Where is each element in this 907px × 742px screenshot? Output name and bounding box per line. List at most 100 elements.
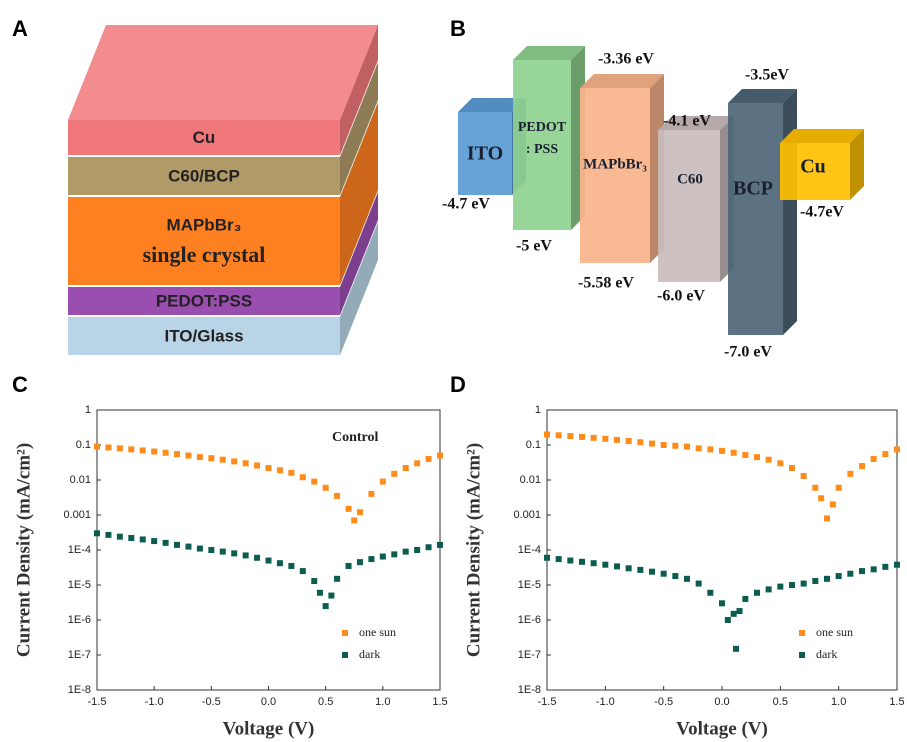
- point: [162, 539, 169, 546]
- box-front: [458, 112, 512, 195]
- point: [299, 474, 306, 481]
- material-label: ITO: [467, 143, 503, 165]
- point: [208, 547, 215, 553]
- point: [812, 578, 819, 585]
- point: [719, 447, 725, 454]
- box-front: [513, 60, 571, 230]
- box-top: [513, 46, 585, 60]
- point: [684, 443, 690, 450]
- point: [894, 446, 900, 453]
- point: [425, 455, 432, 462]
- point: [139, 536, 146, 543]
- x-tick-label: -1.5: [538, 696, 557, 708]
- point: [265, 465, 272, 472]
- x-tick-label: -1.0: [145, 696, 164, 708]
- point: [311, 578, 318, 585]
- x-tick-label: -0.5: [654, 696, 673, 708]
- point: [789, 582, 795, 588]
- point: [789, 465, 795, 472]
- x-tick-label: -1.0: [596, 696, 615, 708]
- plot-frame: [96, 409, 441, 691]
- legend-label: dark: [359, 647, 380, 661]
- point: [637, 439, 644, 446]
- x-axis-label: Voltage (V): [676, 718, 768, 739]
- point: [567, 557, 574, 564]
- y-tick-label: 1: [85, 404, 91, 416]
- point: [847, 470, 854, 477]
- x-tick-label: -0.5: [202, 696, 221, 708]
- point: [882, 451, 889, 458]
- energy-label: -7.0 eV: [724, 344, 772, 361]
- point: [368, 490, 375, 497]
- y-tick-label: 0.1: [76, 439, 91, 451]
- point: [345, 505, 352, 512]
- point: [777, 583, 784, 590]
- point: [276, 560, 283, 567]
- point: [733, 645, 739, 652]
- point: [590, 560, 597, 567]
- y-tick-label: 1E-4: [68, 544, 91, 556]
- legend-label: one sun: [816, 625, 853, 639]
- point: [356, 509, 363, 516]
- layer-label: PEDOT:PSS: [156, 291, 252, 310]
- y-tick-label: 1E-7: [68, 649, 91, 661]
- band-diagram: ITO -4.7 eV PEDOT: PSS -5 eV MAPbBr₃ -3.36 eV…: [442, 46, 864, 361]
- point: [579, 558, 585, 565]
- point: [544, 431, 550, 438]
- point: [425, 544, 432, 551]
- point: [730, 610, 737, 617]
- layer-label: Cu: [193, 128, 216, 147]
- y-tick-label: 1E-5: [518, 579, 541, 591]
- y-tick-label: 1E-8: [68, 684, 91, 696]
- point: [719, 600, 725, 607]
- point: [368, 556, 375, 563]
- y-axis-label: Current Density (mA/cm²): [13, 443, 34, 657]
- layer-front: [68, 317, 340, 355]
- x-tick-label: 1.0: [375, 696, 390, 708]
- point: [812, 484, 819, 491]
- layer-side: [340, 25, 378, 155]
- point: [116, 445, 123, 452]
- point: [219, 548, 226, 555]
- point: [637, 566, 644, 573]
- y-tick-label: 1E-4: [518, 544, 541, 556]
- point: [196, 545, 203, 552]
- energy-label: -4.7 eV: [442, 196, 490, 213]
- point: [94, 530, 100, 537]
- material-label: C60: [677, 171, 703, 187]
- point: [835, 573, 842, 580]
- point: [185, 543, 192, 550]
- box-side: [783, 89, 797, 335]
- point: [437, 541, 443, 548]
- point: [800, 580, 807, 587]
- point: [736, 608, 743, 615]
- point: [151, 448, 158, 455]
- annotation: Control: [332, 430, 379, 445]
- panel-label: D: [450, 372, 466, 397]
- point: [265, 557, 272, 564]
- energy-label: -5.58 eV: [578, 275, 634, 292]
- legend-label: dark: [816, 647, 837, 661]
- layer-side: [340, 192, 378, 315]
- point: [649, 568, 655, 575]
- layer-sublabel: single crystal: [143, 242, 266, 267]
- point: [379, 553, 386, 560]
- point: [276, 467, 283, 474]
- point: [800, 473, 807, 480]
- point: [870, 566, 877, 573]
- point: [299, 568, 306, 575]
- panel-label: A: [12, 16, 28, 41]
- point: [870, 455, 877, 462]
- point: [555, 432, 562, 439]
- point: [695, 580, 702, 587]
- point: [322, 484, 329, 491]
- point: [649, 440, 655, 447]
- point: [219, 456, 226, 463]
- point: [311, 478, 318, 485]
- box-top: [780, 129, 864, 143]
- layer-label: ITO/Glass: [164, 326, 243, 345]
- point: [151, 538, 158, 545]
- point: [105, 531, 112, 538]
- point: [567, 433, 574, 440]
